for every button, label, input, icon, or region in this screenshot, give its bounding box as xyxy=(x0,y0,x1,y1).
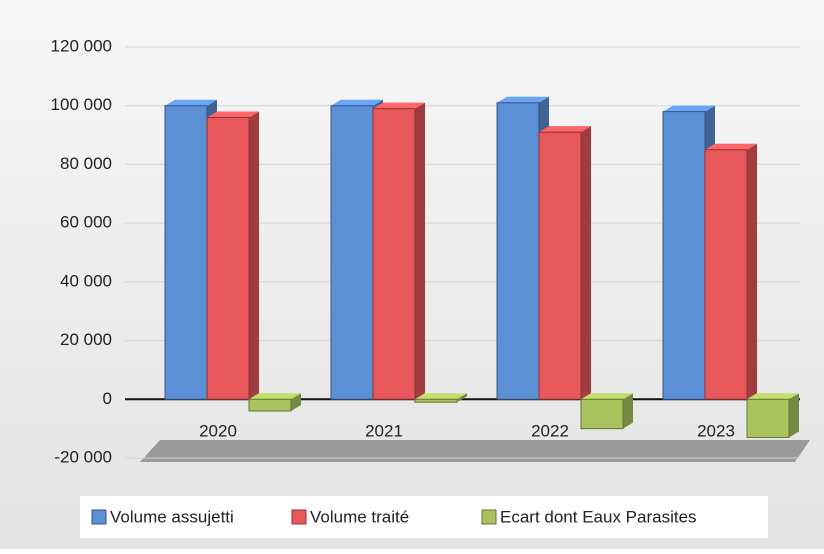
bar-face xyxy=(206,116,250,400)
bar-face xyxy=(539,126,591,133)
legend-label: Volume assujetti xyxy=(110,507,234,526)
y-tick-label: -20 000 xyxy=(54,447,112,466)
bar xyxy=(372,102,425,400)
y-tick-label: 60 000 xyxy=(60,213,112,232)
y-tick-label: 80 000 xyxy=(60,154,112,173)
bar-face xyxy=(415,102,425,400)
bar-face xyxy=(663,105,715,112)
bar-face xyxy=(457,393,467,403)
bar-face xyxy=(580,398,624,430)
bar xyxy=(580,393,633,430)
bar-face xyxy=(497,96,549,103)
y-tick-label: 0 xyxy=(103,389,112,408)
bar-face xyxy=(414,398,458,403)
x-tick-label: 2020 xyxy=(199,421,237,440)
bar xyxy=(746,393,799,438)
bar-face xyxy=(248,398,292,412)
bar-face xyxy=(662,111,706,400)
bar xyxy=(704,143,757,400)
bar-face xyxy=(704,149,748,400)
bar xyxy=(206,111,259,400)
bar-face xyxy=(207,111,259,118)
y-tick-label: 40 000 xyxy=(60,271,112,290)
bar-face xyxy=(705,143,757,150)
x-tick-label: 2023 xyxy=(697,421,735,440)
x-tick-label: 2022 xyxy=(531,421,569,440)
y-tick-label: 100 000 xyxy=(51,95,112,114)
legend-swatch xyxy=(91,509,107,525)
bar-face xyxy=(746,398,790,438)
bar-face xyxy=(165,99,217,106)
floor xyxy=(140,440,810,462)
y-tick-label: 20 000 xyxy=(60,330,112,349)
bar-face xyxy=(373,102,425,109)
legend-swatch xyxy=(291,509,307,525)
bar xyxy=(538,126,591,400)
bar-face xyxy=(415,393,467,400)
bar-face xyxy=(623,393,633,429)
bar-face xyxy=(789,393,799,438)
bar-face xyxy=(747,143,757,400)
bar-face xyxy=(291,393,301,412)
bar-face xyxy=(496,102,540,400)
bar-face xyxy=(747,393,799,400)
bar-face xyxy=(581,126,591,400)
legend-label: Ecart dont Eaux Parasites xyxy=(500,507,697,526)
bar-face xyxy=(330,105,374,400)
legend-swatch xyxy=(481,509,497,525)
legend-label: Volume traité xyxy=(310,507,409,526)
y-tick-label: 120 000 xyxy=(51,36,112,55)
bar-face xyxy=(538,131,582,400)
legend-box xyxy=(80,496,768,538)
bar-face xyxy=(249,393,301,400)
x-tick-label: 2021 xyxy=(365,421,403,440)
bar-face xyxy=(581,393,633,400)
bar-face xyxy=(372,108,416,400)
bar-face xyxy=(164,105,208,400)
bar-face xyxy=(331,99,383,106)
bar xyxy=(414,393,467,403)
bar xyxy=(248,393,301,412)
bar-face xyxy=(249,111,259,400)
